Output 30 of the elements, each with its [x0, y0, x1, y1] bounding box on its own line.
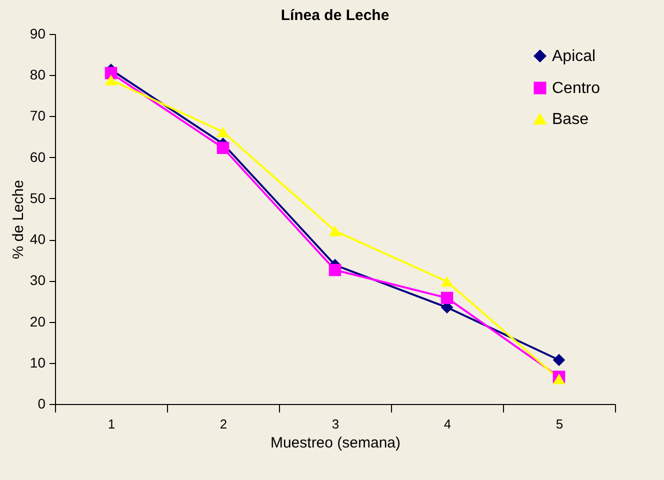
x-axis-title: Muestreo (semana) — [270, 434, 401, 452]
point — [216, 126, 230, 138]
chart-title: Línea de Leche — [280, 7, 390, 24]
y-tick-label: 0 — [38, 396, 46, 412]
y-tick-label: 60 — [30, 148, 46, 165]
point — [440, 292, 454, 304]
point — [552, 354, 566, 366]
legend-label: Apical — [552, 48, 596, 65]
y-tick-label: 80 — [30, 66, 46, 83]
x-tick-label: 1 — [108, 416, 116, 432]
x-tick-label: 2 — [220, 416, 228, 432]
y-tick-label: 70 — [30, 108, 46, 124]
legend-label: Centro — [552, 80, 600, 97]
y-tick-label: 20 — [30, 313, 46, 330]
y-tick-label: 50 — [30, 190, 46, 206]
y-tick-label: 90 — [30, 26, 46, 42]
point — [552, 374, 566, 384]
y-tick-label: 40 — [30, 231, 46, 248]
y-axis-title: % de Leche — [10, 180, 27, 260]
x-tick-label: 5 — [556, 416, 564, 432]
y-tick-label: 10 — [30, 354, 46, 370]
point — [328, 264, 342, 276]
x-tick-label: 3 — [332, 416, 340, 432]
point — [216, 142, 230, 154]
point — [440, 276, 454, 287]
x-tick-label: 4 — [444, 416, 452, 432]
point — [328, 226, 342, 236]
point — [104, 74, 118, 86]
legend-label: Base — [552, 111, 589, 128]
y-tick-label: 30 — [30, 272, 46, 288]
